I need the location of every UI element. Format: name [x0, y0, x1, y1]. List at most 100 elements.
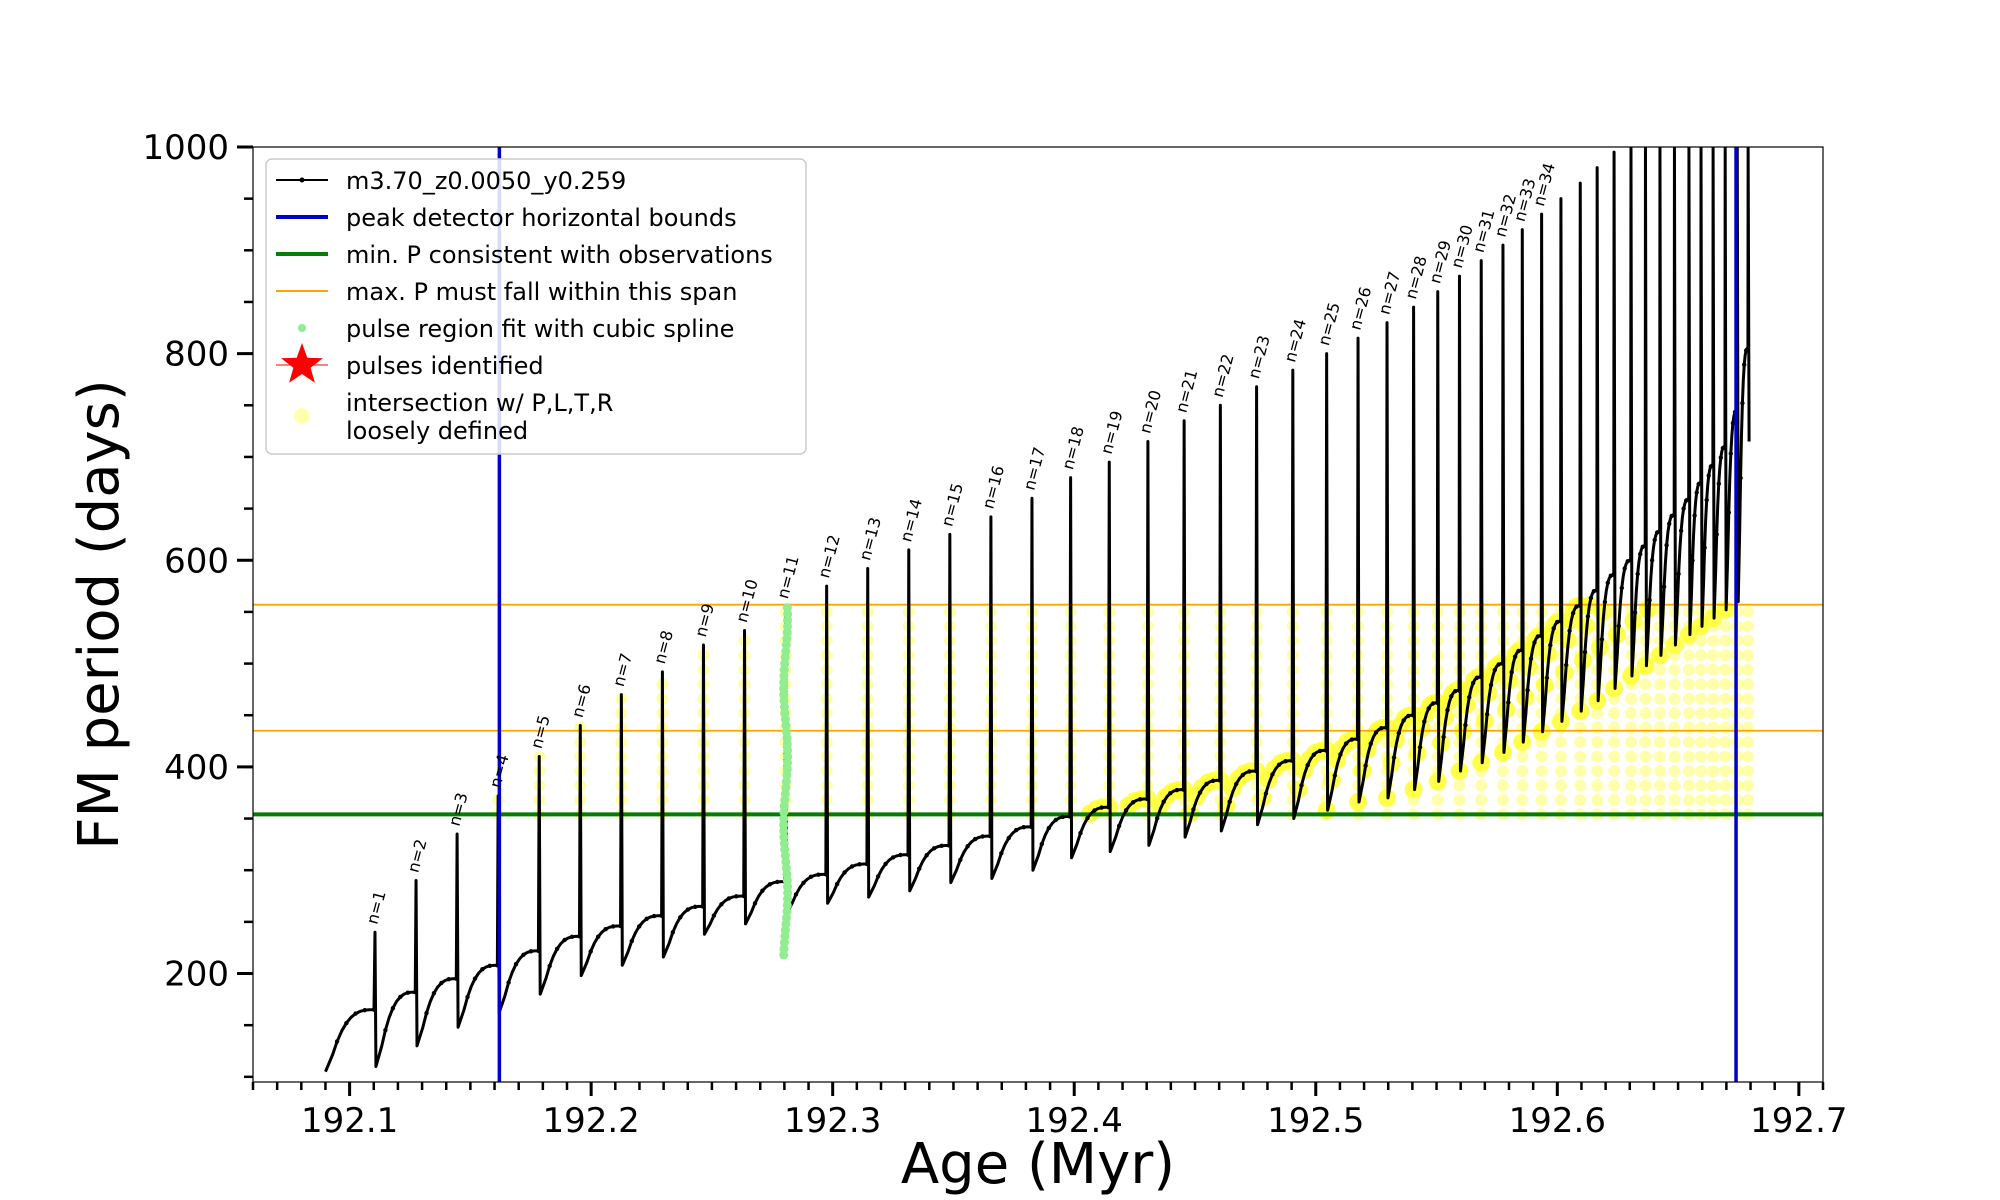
series-point	[424, 1010, 429, 1016]
intersection-point	[1695, 663, 1707, 676]
series-point	[1622, 566, 1627, 571]
intersection-point	[1719, 794, 1732, 806]
intersection-point	[1719, 692, 1732, 705]
pulse-label: n=13	[855, 515, 885, 562]
series-point	[1661, 584, 1667, 589]
series-point	[670, 930, 675, 935]
series-point	[1585, 614, 1591, 619]
series-point	[816, 872, 821, 877]
series-point	[1197, 790, 1203, 795]
series-point	[1492, 667, 1498, 673]
intersection-point	[1695, 721, 1707, 734]
pulse-label: n=24	[1280, 317, 1310, 364]
intersection-point	[1608, 721, 1621, 734]
series-point	[905, 852, 911, 857]
series-point	[1116, 823, 1122, 829]
series-point	[603, 927, 608, 932]
intersection-point	[1668, 692, 1681, 705]
series-point	[405, 990, 410, 995]
series-point	[569, 934, 575, 939]
series-point	[1289, 758, 1295, 763]
intersection-point	[1654, 779, 1666, 792]
series-point	[1605, 580, 1611, 585]
series-point	[1500, 661, 1505, 666]
intersection-point	[1639, 765, 1652, 777]
series-point	[353, 1011, 358, 1016]
intersection-point	[1682, 736, 1695, 749]
pulse-label: n=11	[773, 553, 803, 600]
series-point	[808, 874, 814, 879]
series-point	[1283, 759, 1288, 764]
y-tick-label: 200	[164, 955, 229, 995]
series-point	[1638, 551, 1643, 557]
series-point	[965, 844, 970, 849]
intersection-point	[1719, 663, 1732, 676]
series-point	[644, 916, 649, 921]
intersection-point	[1574, 750, 1587, 763]
series-point	[1338, 752, 1343, 757]
series-point	[1716, 481, 1722, 486]
series-point	[562, 937, 567, 943]
series-point	[1742, 362, 1747, 367]
series-point	[1247, 769, 1252, 774]
series-point	[618, 923, 623, 929]
series-point	[413, 989, 418, 995]
series-point	[446, 977, 451, 982]
series-point	[1155, 816, 1160, 821]
intersection-point	[1707, 794, 1720, 806]
series-point	[1426, 706, 1431, 711]
intersection-point	[1707, 736, 1720, 749]
series-point	[1299, 783, 1304, 788]
series-point	[1582, 649, 1588, 655]
intersection-point	[1591, 721, 1604, 734]
series-point	[1484, 712, 1490, 717]
series-point	[1672, 512, 1677, 517]
intersection-point	[1535, 750, 1548, 763]
series-point	[857, 862, 862, 867]
intersection-point	[1682, 707, 1695, 720]
x-axis: 192.1 192.2 192.3 192.4 192.5 192.6 192.7	[251, 1082, 1848, 1141]
series-point	[487, 963, 493, 968]
x-tick-label: 192.7	[1750, 1101, 1847, 1141]
series-point	[1435, 700, 1440, 705]
intersection-point	[1719, 721, 1732, 734]
series-line	[324, 147, 1751, 1073]
series-point	[883, 861, 888, 867]
intersection-point	[1516, 750, 1529, 763]
series-point	[1681, 506, 1686, 511]
series-point	[1191, 807, 1196, 812]
series-point	[1078, 830, 1083, 836]
pulse-label: n=26	[1346, 285, 1376, 332]
series-point	[1702, 545, 1707, 550]
legend-label: min. P consistent with observations	[346, 241, 773, 269]
series-point	[1588, 595, 1594, 601]
series-point	[1745, 346, 1751, 351]
series-point	[1053, 817, 1059, 823]
pulse-label: n=20	[1135, 388, 1165, 435]
intersection-point	[1719, 736, 1732, 749]
intersection-point	[1668, 794, 1681, 806]
series-point	[1144, 796, 1150, 802]
intersection-point	[1695, 707, 1707, 720]
series-point	[1570, 610, 1576, 616]
intersection-point	[1682, 663, 1695, 676]
series-point	[1488, 682, 1494, 688]
series-point	[528, 949, 534, 954]
series-point	[1730, 421, 1736, 426]
intersection-point	[1742, 620, 1755, 633]
pulse-label: n=15	[937, 481, 967, 528]
x-tick-label: 192.6	[1509, 1101, 1606, 1141]
series-point	[1632, 610, 1638, 615]
intersection-point	[1668, 707, 1681, 720]
series-point	[1509, 670, 1514, 675]
pulse-label: n=7	[609, 651, 636, 689]
series-point	[834, 881, 840, 887]
series-point	[1577, 603, 1583, 608]
intersection-point	[1608, 794, 1621, 806]
series-point	[1692, 513, 1697, 518]
series-point	[1619, 585, 1625, 591]
intersection-point	[1668, 779, 1681, 792]
intersection-point	[1654, 736, 1666, 749]
pulse-label: n=21	[1172, 367, 1202, 414]
intersection-point	[1668, 750, 1681, 763]
